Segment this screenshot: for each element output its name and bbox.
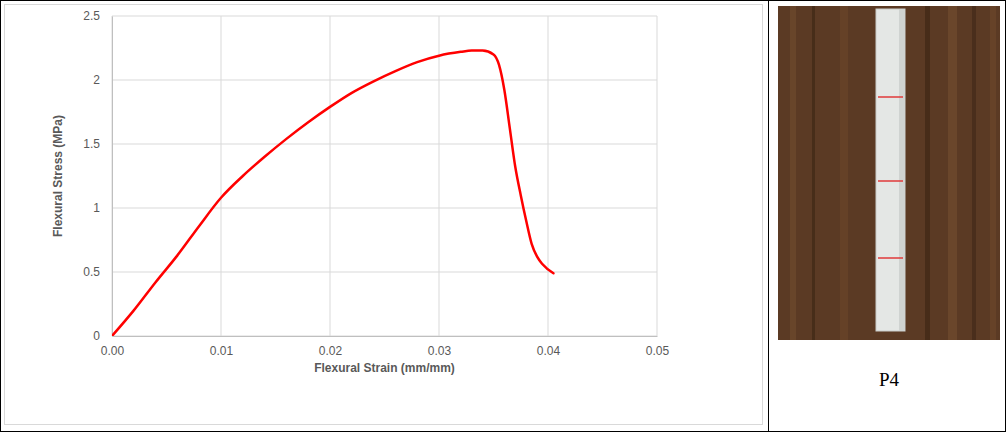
- photo-caption: P4: [879, 369, 900, 390]
- tick-label: 0.5: [83, 265, 100, 279]
- tick: 0.5: [83, 265, 112, 279]
- grid-line: [112, 208, 657, 209]
- table-divider: [768, 0, 769, 432]
- wood-grain: [840, 6, 848, 340]
- tick: 0.01: [210, 336, 234, 358]
- grid-line: [112, 272, 657, 273]
- tick-label: 0.03: [428, 344, 452, 358]
- figure: 0.00 0.01 0.02 0.03 0.04 0.05 0 0.5 1 1.5 2 2.5 Flex…: [0, 0, 1006, 432]
- grid-line: [657, 16, 658, 336]
- tick: 1: [93, 201, 112, 215]
- specimen-mark: [878, 257, 903, 259]
- grid-line: [112, 144, 657, 145]
- tick-label: 0.00: [101, 344, 125, 358]
- y-axis: 0 0.5 1 1.5 2 2.5: [83, 9, 112, 343]
- tick-label: 0.04: [537, 344, 561, 358]
- tick: 0.04: [537, 336, 561, 358]
- tick: 0.00: [101, 336, 125, 358]
- wood-grain: [948, 6, 957, 340]
- grid-line: [439, 16, 440, 336]
- specimen-mark: [878, 180, 903, 182]
- tick: 0.05: [646, 336, 670, 358]
- grid-line: [221, 16, 222, 336]
- axis-line: [112, 17, 113, 337]
- photo: [778, 6, 1000, 340]
- axis-line: [113, 336, 658, 337]
- grid-line: [112, 16, 657, 17]
- specimen-mark: [878, 96, 903, 98]
- y-axis-title: Flexural Stress (MPa): [51, 115, 65, 237]
- tick: 2: [93, 73, 112, 87]
- plot-marks: [112, 51, 553, 336]
- wood-grain: [990, 6, 996, 340]
- data-line: [112, 51, 553, 336]
- wood-grain: [925, 6, 930, 340]
- grid-line: [548, 16, 549, 336]
- wood-grain: [790, 6, 796, 340]
- tick: 0.02: [319, 336, 343, 358]
- tick: 1.5: [83, 137, 112, 151]
- tick-label: 0: [93, 329, 100, 343]
- tick-label: 1: [93, 201, 100, 215]
- tick-label: 0.05: [646, 344, 670, 358]
- wood-background: [778, 6, 1000, 340]
- wood-grain: [812, 6, 815, 340]
- tick: 0: [93, 329, 112, 343]
- tick: 0.03: [428, 336, 452, 358]
- wood-grain: [972, 6, 976, 340]
- tick-label: 0.02: [319, 344, 343, 358]
- grid-line: [112, 16, 113, 336]
- grid-line: [112, 80, 657, 81]
- specimen-side: [899, 9, 905, 331]
- tick: 2.5: [83, 9, 112, 23]
- tick-label: 2.5: [83, 9, 100, 23]
- table-border: [1, 1, 1006, 432]
- tick-label: 1.5: [83, 137, 100, 151]
- chart-area: [5, 5, 763, 425]
- grid: [112, 16, 657, 336]
- grid-line: [330, 16, 331, 336]
- x-axis: 0.00 0.01 0.02 0.03 0.04 0.05: [101, 336, 670, 358]
- specimen: [876, 9, 905, 331]
- x-axis-title: Flexural Strain (mm/mm): [314, 361, 455, 375]
- grid-line: [112, 336, 657, 337]
- tick-label: 2: [93, 73, 100, 87]
- tick-label: 0.01: [210, 344, 234, 358]
